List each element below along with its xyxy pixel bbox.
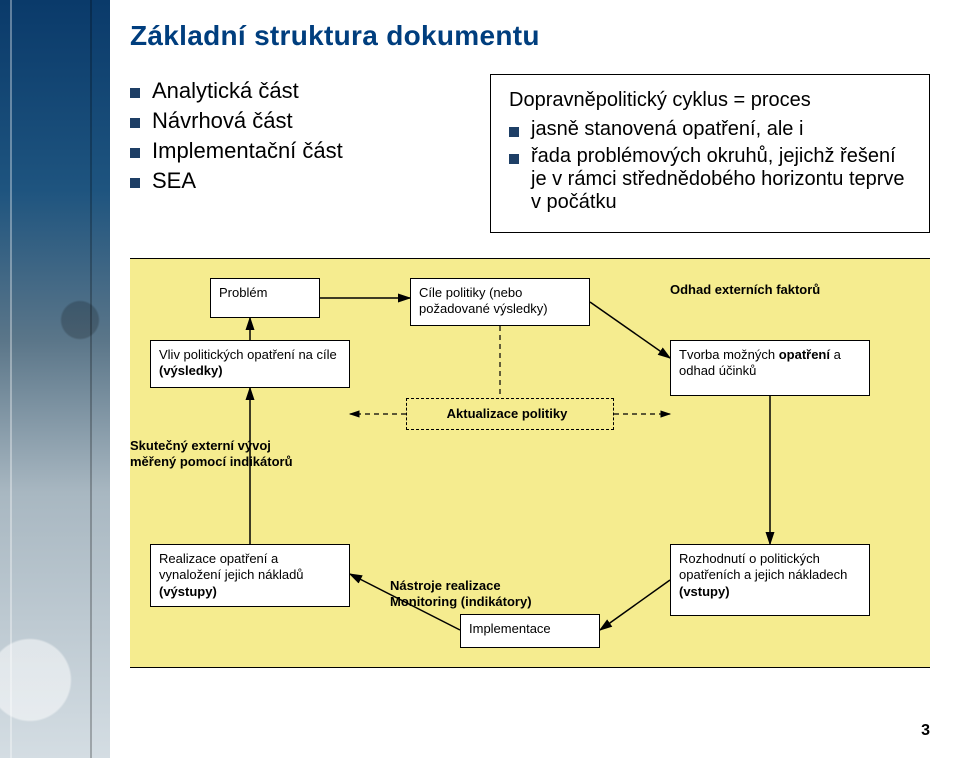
diagram-label-aktualiz: Aktualizace politiky: [412, 406, 602, 422]
page-number: 3: [921, 722, 930, 740]
diagram-box-cile: Cíle politiky (nebo požadované výsledky): [410, 278, 590, 326]
right-process-box: Dopravněpolitický cyklus = proces jasně …: [490, 74, 930, 233]
right-bullet-list: jasně stanovená opatření, ale i řada prob…: [509, 118, 911, 214]
diagram-label-odhad: Odhad externích faktorů: [670, 282, 900, 298]
right-box-heading: Dopravněpolitický cyklus = proces: [509, 89, 911, 112]
page-title: Základní struktura dokumentu: [130, 20, 930, 52]
diagram-box-impl: Implementace: [460, 614, 600, 648]
left-bullet-item: SEA: [130, 168, 460, 194]
diagram-label-skutec: Skutečný externí vývojměřený pomocí indi…: [130, 438, 360, 471]
left-bullet-list: Analytická část Návrhová část Implementačn…: [130, 78, 460, 194]
diagram-box-rozhod: Rozhodnutí o politických opatřeních a je…: [670, 544, 870, 616]
diagram-box-realizace: Realizace opatření a vynaložení jejich n…: [150, 544, 350, 607]
policy-cycle-diagram: Problém Cíle politiky (nebo požadované vý…: [130, 258, 930, 694]
diagram-box-tvorba: Tvorba možných opatření a odhad účinků: [670, 340, 870, 396]
slide-content: Základní struktura dokumentu Analytická …: [130, 20, 930, 255]
diagram-box-problem: Problém: [210, 278, 320, 318]
left-bullet-item: Analytická část: [130, 78, 460, 104]
decorative-left-strip: [0, 0, 110, 758]
right-bullet-item: jasně stanovená opatření, ale i: [509, 118, 911, 141]
left-bullet-item: Návrhová část: [130, 108, 460, 134]
two-column-row: Analytická část Návrhová část Implementačn…: [130, 74, 930, 233]
left-bullet-item: Implementační část: [130, 138, 460, 164]
left-bullet-column: Analytická část Návrhová část Implementačn…: [130, 74, 460, 233]
strip-image-overlay: [0, 0, 110, 758]
right-bullet-item: řada problémových okruhů, jejichž řešení…: [509, 145, 911, 214]
diagram-box-vliv: Vliv politických opatření na cíle (výsle…: [150, 340, 350, 388]
diagram-label-nastroje: Nástroje realizaceMonitoring (indikátory…: [390, 578, 620, 611]
